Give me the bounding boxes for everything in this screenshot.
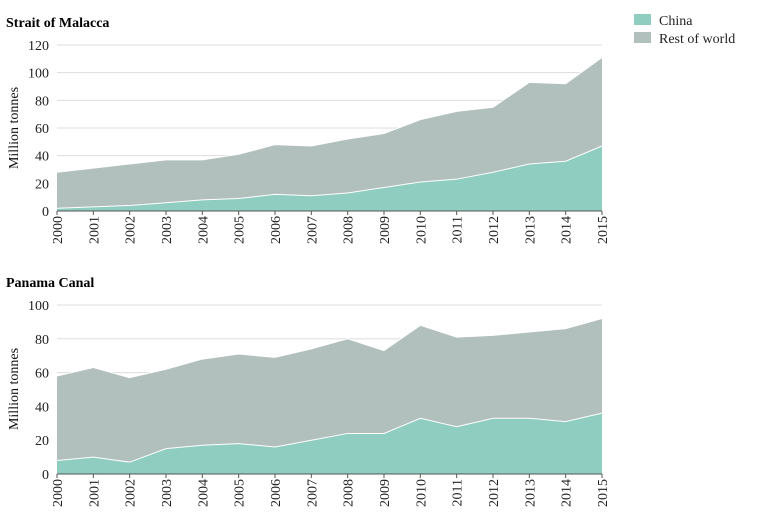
x-tick-label: 2005 [233,479,248,507]
y-tick-label: 20 [35,177,49,192]
x-tick-label: 2005 [233,216,248,244]
x-tick-label: 2000 [51,479,66,507]
panel-strait-of-malacca: Strait of Malacca Million tonnes 0 20 40 60 80… [6,16,611,244]
y-tick-label: 0 [42,205,49,220]
y-tick-label: 100 [28,299,49,314]
x-tick-label: 2011 [451,216,466,243]
panel-title: Strait of Malacca [6,16,109,31]
x-tick-label: 2008 [342,216,357,244]
y-tick-label: 80 [35,333,49,348]
y-tick-label: 40 [35,400,49,415]
legend-swatch-rest-of-world [634,32,651,43]
legend-label-rest-of-world: Rest of world [659,32,735,47]
x-tick-label: 2003 [160,216,175,244]
line-china [56,145,603,209]
y-tick-label: 20 [35,434,49,449]
y-tick-label: 60 [35,367,49,382]
x-tick-label: 2002 [124,216,139,244]
x-tick-label: 2011 [451,479,466,506]
x-tick-label: 2015 [596,479,611,507]
x-tick-label: 2004 [196,216,211,244]
x-tick-label: 2003 [160,479,175,507]
line-total [56,57,603,173]
panel-title: Panama Canal [6,276,94,291]
area-rest-of-world [57,57,602,212]
x-tick-label: 2000 [51,216,66,244]
y-axis-label: Million tonnes [7,87,22,169]
y-tick-label: 60 [35,122,49,137]
x-tick-label: 2006 [269,216,284,244]
x-tick-label: 2004 [196,479,211,507]
x-tick-label: 2009 [378,479,393,507]
y-tick-label: 40 [35,150,49,165]
x-tick-label: 2001 [87,216,102,244]
x-tick-label: 2010 [414,479,429,507]
x-tick-label: 2009 [378,216,393,244]
line-china [56,412,603,463]
area-china [57,413,602,474]
x-tick-label: 2002 [124,479,139,507]
x-tick-label: 2008 [342,479,357,507]
x-tick-label: 2012 [487,216,502,244]
x-tick-label: 2007 [305,216,320,244]
x-tick-label: 2013 [523,216,538,244]
area-china [57,145,602,211]
y-axis-label: Million tonnes [7,348,22,430]
line-total [56,318,603,379]
x-tick-label: 2007 [305,479,320,507]
x-tick-label: 2010 [414,216,429,244]
x-tick-label: 2012 [487,479,502,507]
legend-swatch-china [634,14,651,25]
x-tick-label: 2006 [269,479,284,507]
x-tick-label: 2015 [596,216,611,244]
x-tick-label: 2014 [560,216,575,244]
panel-panama-canal: Panama Canal Million tonnes 0 20 40 60 80 100 20… [6,276,611,507]
x-tick-label: 2014 [560,479,575,507]
x-tick-label: 2013 [523,479,538,507]
x-tick-label: 2001 [87,479,102,507]
y-tick-label: 100 [28,67,49,82]
y-tick-label: 120 [28,39,49,54]
y-tick-label: 0 [42,468,49,483]
y-tick-label: 80 [35,94,49,109]
legend-label-china: China [659,14,693,29]
legend: China Rest of world [634,14,735,47]
